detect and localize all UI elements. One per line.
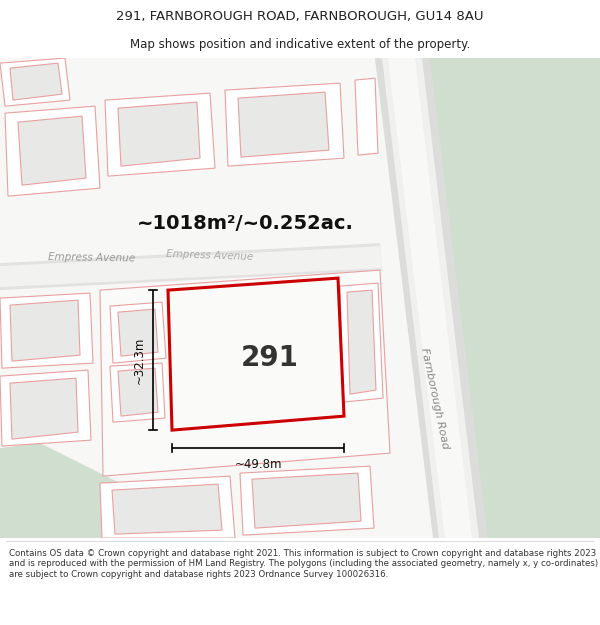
Polygon shape bbox=[0, 246, 382, 287]
Polygon shape bbox=[10, 300, 80, 361]
Polygon shape bbox=[110, 302, 166, 363]
Polygon shape bbox=[0, 293, 93, 368]
Text: Empress Avenue: Empress Avenue bbox=[166, 249, 254, 262]
Text: Empress Avenue: Empress Avenue bbox=[48, 253, 135, 264]
Polygon shape bbox=[225, 83, 344, 166]
Text: Contains OS data © Crown copyright and database right 2021. This information is : Contains OS data © Crown copyright and d… bbox=[9, 549, 598, 579]
Polygon shape bbox=[18, 116, 86, 185]
Polygon shape bbox=[10, 63, 62, 100]
Polygon shape bbox=[0, 443, 200, 538]
Polygon shape bbox=[105, 93, 215, 176]
Text: ~49.8m: ~49.8m bbox=[234, 458, 282, 471]
Polygon shape bbox=[0, 243, 382, 290]
Polygon shape bbox=[112, 484, 222, 534]
Polygon shape bbox=[340, 283, 383, 402]
Polygon shape bbox=[388, 58, 472, 538]
Polygon shape bbox=[355, 78, 378, 155]
Polygon shape bbox=[100, 270, 390, 476]
Text: 291: 291 bbox=[241, 344, 299, 372]
Polygon shape bbox=[118, 102, 200, 166]
Polygon shape bbox=[347, 290, 376, 394]
Polygon shape bbox=[118, 368, 158, 416]
Polygon shape bbox=[0, 370, 91, 446]
Polygon shape bbox=[118, 309, 158, 356]
Polygon shape bbox=[5, 106, 100, 196]
Polygon shape bbox=[10, 378, 78, 439]
Polygon shape bbox=[100, 476, 235, 538]
Text: Map shows position and indicative extent of the property.: Map shows position and indicative extent… bbox=[130, 38, 470, 51]
Polygon shape bbox=[0, 58, 70, 106]
Polygon shape bbox=[415, 58, 600, 538]
Text: ~32.3m: ~32.3m bbox=[133, 336, 146, 384]
Text: ~1018m²/~0.252ac.: ~1018m²/~0.252ac. bbox=[137, 214, 353, 232]
Polygon shape bbox=[382, 58, 479, 538]
Polygon shape bbox=[375, 58, 488, 538]
Text: 291, FARNBOROUGH ROAD, FARNBOROUGH, GU14 8AU: 291, FARNBOROUGH ROAD, FARNBOROUGH, GU14… bbox=[116, 9, 484, 22]
Polygon shape bbox=[110, 363, 165, 422]
Polygon shape bbox=[238, 92, 329, 157]
Polygon shape bbox=[240, 466, 374, 535]
Polygon shape bbox=[252, 473, 361, 528]
Text: Farnborough Road: Farnborough Road bbox=[419, 347, 451, 449]
